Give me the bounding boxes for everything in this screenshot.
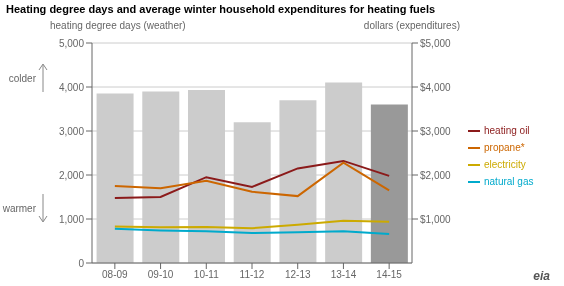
html-text:propane*: propane* [484, 142, 525, 153]
svg-text:12-13: 12-13 [285, 269, 311, 280]
svg-text:08-09: 08-09 [102, 269, 128, 280]
svg-text:10-11: 10-11 [194, 269, 219, 280]
svg-text:5,000: 5,000 [59, 38, 84, 49]
svg-text:$3,000: $3,000 [420, 126, 451, 137]
html-text:electricity: electricity [484, 159, 526, 170]
html-text:heating degree days (weather): heating degree days (weather) [50, 20, 186, 31]
svg-text:0: 0 [78, 258, 84, 269]
svg-text:1,000: 1,000 [59, 214, 84, 225]
svg-text:4,000: 4,000 [59, 82, 84, 93]
html-text:eia: eia [533, 269, 550, 283]
html-text:dollars (expenditures): dollars (expenditures) [363, 20, 460, 31]
html-text:natural gas: natural gas [484, 176, 534, 187]
html-text:warmer: warmer [2, 202, 36, 214]
html-text:Heating degree days and averag: Heating degree days and average winter h… [6, 3, 436, 15]
svg-text:11-12: 11-12 [240, 269, 265, 280]
svg-text:2,000: 2,000 [59, 170, 84, 181]
svg-text:$1,000: $1,000 [420, 214, 451, 225]
html-text:heating oil: heating oil [484, 125, 530, 136]
svg-text:13-14: 13-14 [331, 269, 357, 280]
svg-text:09-10: 09-10 [148, 269, 174, 280]
svg-text:3,000: 3,000 [59, 126, 84, 137]
svg-text:14-15: 14-15 [376, 269, 402, 280]
svg-text:$4,000: $4,000 [420, 82, 451, 93]
svg-text:$5,000: $5,000 [420, 38, 451, 49]
svg-text:$2,000: $2,000 [420, 170, 451, 181]
html-text:colder: colder [8, 72, 36, 84]
